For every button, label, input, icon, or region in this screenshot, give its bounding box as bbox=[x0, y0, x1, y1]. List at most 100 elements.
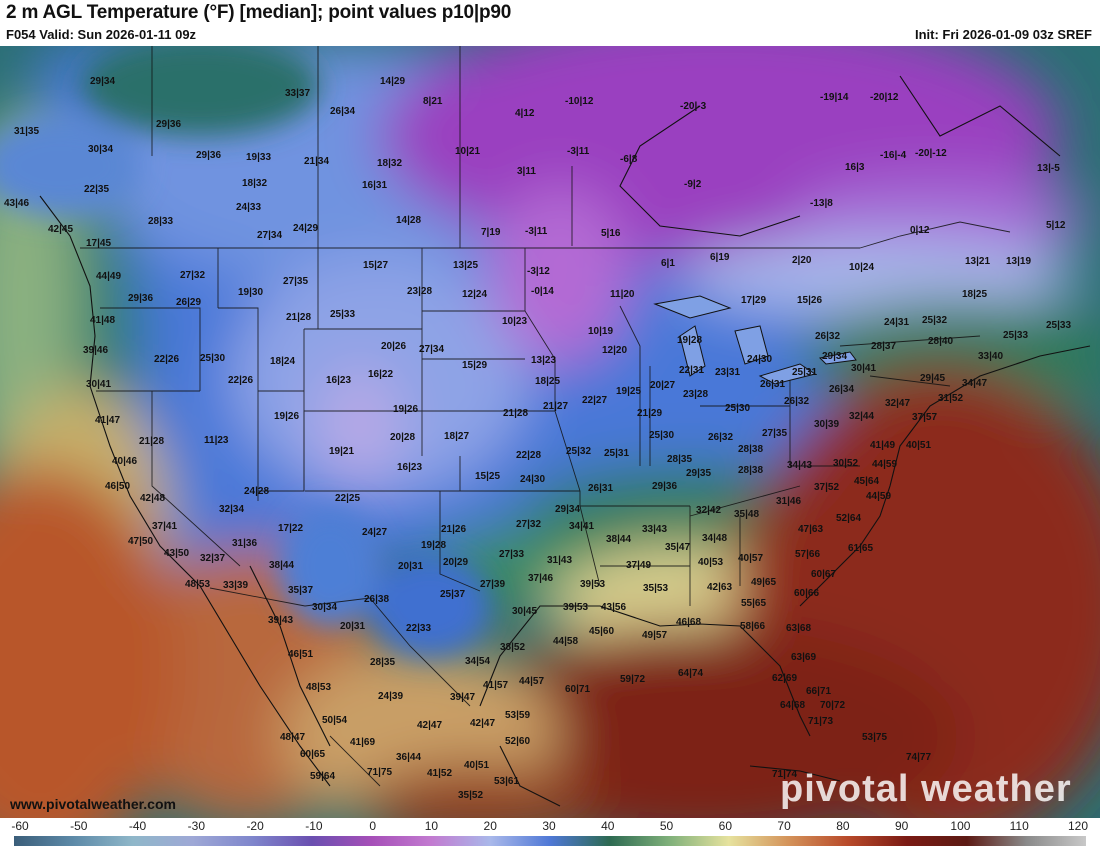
colorbar-strip bbox=[14, 836, 1086, 846]
point-value: 38|52 bbox=[500, 642, 526, 653]
point-value: 37|41 bbox=[152, 521, 178, 532]
point-value: 74|77 bbox=[906, 752, 932, 763]
point-value: 16|23 bbox=[326, 375, 352, 386]
point-value: 25|30 bbox=[725, 403, 751, 414]
point-value: 37|46 bbox=[528, 573, 554, 584]
point-value: 29|36 bbox=[128, 293, 154, 304]
point-value: 47|50 bbox=[128, 536, 154, 547]
point-value: -20|-3 bbox=[680, 101, 707, 112]
point-value: 20|26 bbox=[381, 341, 407, 352]
point-value: 15|29 bbox=[462, 360, 488, 371]
point-value: 34|47 bbox=[962, 378, 988, 389]
point-value: 25|33 bbox=[330, 309, 356, 320]
point-value: -20|12 bbox=[870, 92, 899, 103]
point-value: 36|44 bbox=[396, 752, 422, 763]
point-value: 53|61 bbox=[494, 776, 520, 787]
point-value: 24|39 bbox=[378, 691, 404, 702]
point-value: 64|68 bbox=[780, 700, 806, 711]
point-value: 17|45 bbox=[86, 238, 112, 249]
point-value: 27|35 bbox=[283, 276, 309, 287]
point-value: 44|58 bbox=[553, 636, 579, 647]
point-value: 28|40 bbox=[928, 336, 954, 347]
point-value: 26|38 bbox=[364, 594, 390, 605]
point-value: 19|33 bbox=[246, 152, 272, 163]
point-value: 4|12 bbox=[515, 108, 535, 119]
valid-time: F054 Valid: Sun 2026-01-11 09z bbox=[6, 27, 197, 42]
colorbar-tick-label: 20 bbox=[483, 819, 497, 833]
point-value: 29|36 bbox=[156, 119, 182, 130]
point-value: 42|47 bbox=[417, 720, 443, 731]
colorbar-tick-label: 110 bbox=[1009, 819, 1029, 833]
point-value: 18|25 bbox=[962, 289, 988, 300]
point-value: 55|65 bbox=[741, 598, 767, 609]
point-value: 29|34 bbox=[822, 351, 848, 362]
point-value: 44|49 bbox=[96, 271, 122, 282]
site-url[interactable]: www.pivotalweather.com bbox=[10, 796, 176, 812]
point-value: 29|36 bbox=[652, 481, 678, 492]
point-value: 16|3 bbox=[845, 162, 865, 173]
point-value: 25|31 bbox=[792, 367, 818, 378]
point-value: 37|49 bbox=[626, 560, 652, 571]
point-value: 25|37 bbox=[440, 589, 466, 600]
point-value: 22|31 bbox=[679, 365, 705, 376]
point-value: 34|41 bbox=[569, 521, 595, 532]
point-value: 13|23 bbox=[531, 355, 557, 366]
point-value: 18|32 bbox=[377, 158, 403, 169]
colorbar-tick-label: -20 bbox=[246, 819, 264, 833]
point-value: 28|38 bbox=[738, 444, 764, 455]
temperature-map[interactable]: 29|34 14|29 33|37 8|21 -10|12 -20|-3 -19|14 -20… bbox=[0, 46, 1100, 818]
point-value: 34|48 bbox=[702, 533, 728, 544]
point-value: 34|43 bbox=[787, 460, 813, 471]
point-value: 60|67 bbox=[811, 569, 837, 580]
point-value: 22|26 bbox=[154, 354, 180, 365]
colorbar-tick-label: 100 bbox=[950, 819, 971, 833]
point-value: 25|32 bbox=[922, 315, 948, 326]
point-value: 47|63 bbox=[798, 524, 824, 535]
point-value: 44|57 bbox=[519, 676, 545, 687]
point-value: 27|34 bbox=[419, 344, 445, 355]
point-value: -3|11 bbox=[567, 146, 590, 157]
point-value: 3|11 bbox=[517, 166, 536, 177]
point-value: 18|25 bbox=[535, 376, 561, 387]
point-value: 5|12 bbox=[1046, 220, 1066, 231]
point-value: 15|27 bbox=[363, 260, 389, 271]
point-value: 0|12 bbox=[910, 225, 930, 236]
point-value: 48|47 bbox=[280, 732, 306, 743]
point-value: 27|34 bbox=[257, 230, 283, 241]
point-value: 22|28 bbox=[516, 450, 542, 461]
point-value: 11|20 bbox=[610, 289, 635, 300]
point-value: 21|26 bbox=[441, 524, 467, 535]
colorbar-tick-label: 60 bbox=[718, 819, 733, 833]
point-value: 62|69 bbox=[772, 673, 798, 684]
point-value: 26|34 bbox=[330, 106, 356, 117]
point-value: 16|22 bbox=[368, 369, 394, 380]
point-value: 23|31 bbox=[715, 367, 741, 378]
point-value: 23|28 bbox=[407, 286, 433, 297]
point-value: 12|20 bbox=[602, 345, 628, 356]
point-value: 60|65 bbox=[300, 749, 326, 760]
point-value: 28|35 bbox=[667, 454, 693, 465]
point-value: 22|35 bbox=[84, 184, 110, 195]
colorbar-tick-label: 40 bbox=[601, 819, 615, 833]
point-value: 39|47 bbox=[450, 692, 476, 703]
watermark: pivotal weather bbox=[780, 768, 1072, 810]
point-value: 46|68 bbox=[676, 617, 702, 628]
point-value: 44|59 bbox=[866, 491, 892, 502]
point-value: 11|23 bbox=[204, 435, 229, 446]
point-value: 19|25 bbox=[616, 386, 642, 397]
map-title: 2 m AGL Temperature (°F) [median]; point… bbox=[6, 2, 512, 23]
point-value: 19|28 bbox=[421, 540, 447, 551]
point-value: 21|28 bbox=[139, 436, 165, 447]
point-value: -9|2 bbox=[684, 179, 702, 190]
point-value: 71|75 bbox=[367, 767, 393, 778]
point-value: 41|47 bbox=[95, 415, 121, 426]
point-value: 40|51 bbox=[906, 440, 932, 451]
point-value: 63|68 bbox=[786, 623, 812, 634]
point-value: 32|34 bbox=[219, 504, 245, 515]
point-value: 50|54 bbox=[322, 715, 348, 726]
point-value: 15|25 bbox=[475, 471, 501, 482]
point-value: -10|12 bbox=[565, 96, 594, 107]
point-value: 35|48 bbox=[734, 509, 760, 520]
point-value: 27|35 bbox=[762, 428, 788, 439]
point-value: 45|64 bbox=[854, 476, 880, 487]
